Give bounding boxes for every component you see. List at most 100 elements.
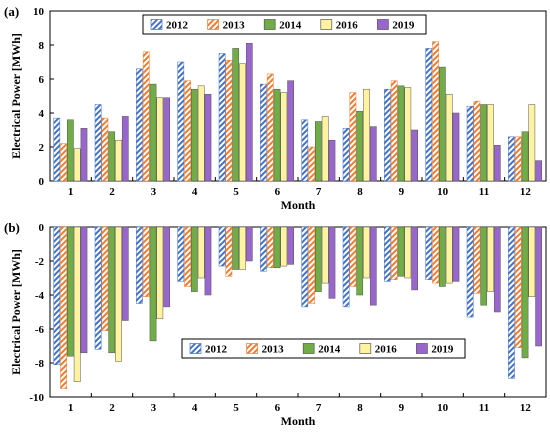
y-tick-label: -10 <box>29 392 44 404</box>
x-tick-label: 8 <box>357 186 363 198</box>
bar-2012-month-2 <box>94 104 102 182</box>
bar-2014-month-12 <box>521 131 529 182</box>
x-tick-label: 5 <box>233 186 239 198</box>
x-tick-label: 8 <box>357 402 363 414</box>
x-tick-label: 3 <box>151 186 157 198</box>
bar-2019-month-4 <box>204 226 212 296</box>
bar-2014-month-3 <box>149 226 157 342</box>
bar-2012-month-8 <box>342 128 350 182</box>
bar-2019-month-8 <box>369 126 377 182</box>
y-tick-label: -8 <box>35 358 45 370</box>
chart-panel-b: 0-2-4-6-8-101 2 3 4 5 6 7 8 9 10 11 12MonthElectric… <box>4 220 547 428</box>
bar-2019-month-3 <box>163 97 170 182</box>
x-tick-label: 10 <box>437 402 449 414</box>
bar-2014-month-5 <box>232 226 240 270</box>
bar-2014-month-11 <box>480 104 488 182</box>
bar-2014-month-3 <box>149 83 157 182</box>
bar-2019-month-2 <box>121 116 129 182</box>
bar-2016-month-7 <box>321 116 329 182</box>
x-tick-label: 9 <box>399 186 405 198</box>
bar-2014-month-7 <box>315 226 322 292</box>
bar-2016-month-2 <box>115 226 122 362</box>
bar-2013-month-1 <box>60 226 67 389</box>
bar-2019-month-6 <box>287 80 294 182</box>
legend-label-2014: 2014 <box>279 20 302 32</box>
bar-2016-month-8 <box>363 226 370 279</box>
x-tick-label: 12 <box>520 186 532 198</box>
bar-2016-month-11 <box>487 226 494 292</box>
bar-2013-month-10 <box>432 41 439 182</box>
bar-2014-month-12 <box>521 226 529 359</box>
bar-2019-month-6 <box>287 226 294 265</box>
bar-2019-month-3 <box>163 226 170 308</box>
bar-2019-month-5 <box>245 43 253 182</box>
legend-swatch-2013 <box>246 343 258 354</box>
bar-2012-month-5 <box>218 226 226 267</box>
bar-2014-month-11 <box>480 226 488 306</box>
bar-2013-month-7 <box>308 226 315 304</box>
x-tick-label: 9 <box>399 402 405 414</box>
bar-2013-month-5 <box>225 226 233 277</box>
x-tick-label: 3 <box>151 402 157 414</box>
legend: 2012 2013 2014 2016 2019 <box>181 338 466 359</box>
bar-2016-month-1 <box>73 226 81 382</box>
bar-2014-month-7 <box>315 121 322 182</box>
x-tick-label: 11 <box>479 402 489 414</box>
legend-swatch-2019 <box>416 343 428 354</box>
y-tick-label: 2 <box>39 142 45 154</box>
x-tick-label: 12 <box>520 402 532 414</box>
bar-2019-month-9 <box>411 226 418 291</box>
bar-2012-month-7 <box>301 226 309 308</box>
bar-2013-month-4 <box>184 226 191 287</box>
bar-2013-month-4 <box>184 80 191 182</box>
y-tick-label: -2 <box>35 256 45 268</box>
bar-2019-month-4 <box>204 94 212 182</box>
bar-2013-month-3 <box>142 51 150 182</box>
bar-2012-month-6 <box>260 83 267 182</box>
bar-2012-month-9 <box>384 88 391 182</box>
y-tick-label: 6 <box>39 74 45 86</box>
bar-2013-month-8 <box>349 226 357 287</box>
bar-2012-month-2 <box>94 226 102 350</box>
legend-swatch-2014 <box>263 19 276 30</box>
bar-2016-month-1 <box>73 148 81 182</box>
bar-2014-month-1 <box>67 226 74 357</box>
bar-2013-month-2 <box>101 226 109 331</box>
bar-2014-month-2 <box>108 226 116 354</box>
bar-2013-month-9 <box>390 80 398 182</box>
bar-2016-month-9 <box>404 226 412 279</box>
bar-2014-month-10 <box>439 226 446 287</box>
legend-label-2019: 2019 <box>392 20 415 32</box>
legend: 2012 2013 2014 2016 2019 <box>142 14 427 35</box>
y-tick-label: -6 <box>35 324 45 336</box>
legend-label-2019: 2019 <box>431 344 454 356</box>
bar-2019-month-1 <box>80 226 88 354</box>
bar-2016-month-11 <box>487 104 494 182</box>
legend-label-2016: 2016 <box>336 20 359 32</box>
x-axis-title: Month <box>281 414 316 428</box>
y-axis-title: Electrical Power [MWh] <box>9 249 23 375</box>
bar-2012-month-3 <box>136 226 143 304</box>
legend-label-2012: 2012 <box>166 20 189 32</box>
x-tick-label: 1 <box>68 186 74 198</box>
panel-label: (b) <box>4 220 20 235</box>
bar-2019-month-7 <box>328 139 336 182</box>
bar-2012-month-4 <box>177 226 185 282</box>
bar-2019-month-10 <box>452 112 460 182</box>
y-tick-label: 0 <box>39 222 45 234</box>
x-tick-label: 7 <box>316 402 322 414</box>
legend-swatch-2016 <box>359 343 372 354</box>
bar-2012-month-11 <box>466 226 474 318</box>
x-tick-label: 5 <box>233 402 239 414</box>
bar-2016-month-12 <box>528 104 536 182</box>
bar-2012-month-1 <box>53 226 61 365</box>
bar-2012-month-11 <box>466 105 474 182</box>
bar-2016-month-4 <box>197 85 205 182</box>
bar-2016-month-9 <box>404 87 412 182</box>
y-axis-title: Electrical Power [MWh] <box>9 33 23 159</box>
legend-swatch-2014 <box>302 343 315 354</box>
bar-2016-month-10 <box>445 226 453 284</box>
bar-2019-month-11 <box>493 226 501 313</box>
legend-swatch-2019 <box>377 19 389 30</box>
